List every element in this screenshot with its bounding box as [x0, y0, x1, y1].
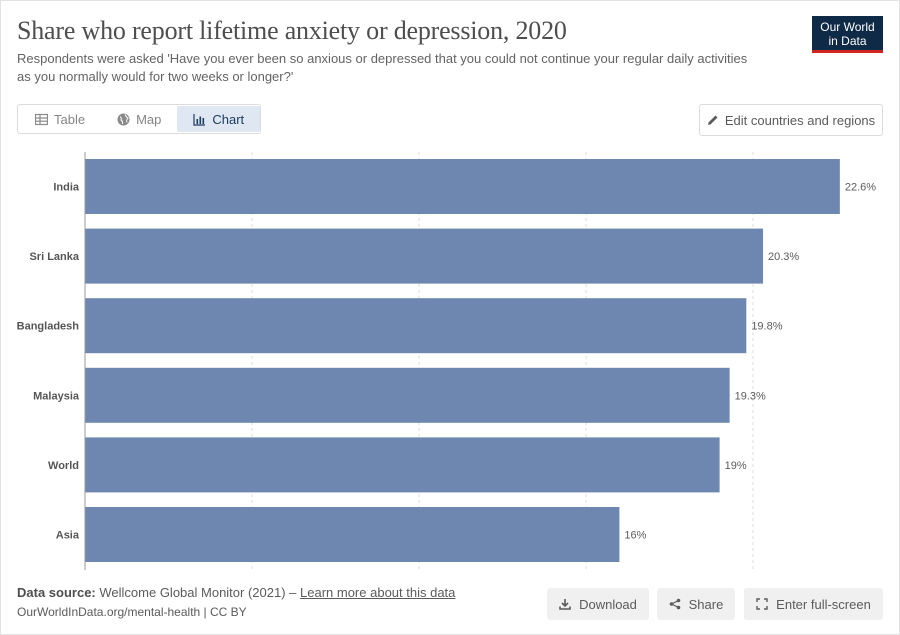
expand-icon: [756, 598, 768, 610]
chart-icon: [193, 113, 206, 126]
tab-chart[interactable]: Chart: [177, 106, 261, 132]
logo-line-1: Our World: [820, 20, 875, 34]
source-text: Wellcome Global Monitor (2021) –: [99, 585, 297, 600]
fullscreen-label: Enter full-screen: [776, 596, 871, 612]
learn-more-link[interactable]: Learn more about this data: [300, 585, 456, 600]
value-label: 22.6%: [845, 182, 876, 194]
fullscreen-button[interactable]: Enter full-screen: [744, 588, 883, 620]
category-label: Malaysia: [33, 390, 80, 402]
bar-india[interactable]: [85, 159, 840, 214]
category-label: India: [53, 182, 80, 194]
share-label: Share: [688, 596, 724, 612]
download-button[interactable]: Download: [547, 588, 649, 620]
value-label: 19.3%: [735, 390, 766, 402]
category-label: Sri Lanka: [29, 251, 79, 263]
share-button[interactable]: Share: [657, 588, 735, 620]
value-label: 20.3%: [768, 251, 799, 263]
tab-map[interactable]: Map: [101, 106, 177, 132]
chart-title: Share who report lifetime anxiety or dep…: [17, 16, 567, 45]
logo-line-2: in Data: [828, 34, 867, 48]
value-label: 19.8%: [751, 321, 782, 333]
download-icon: [559, 599, 571, 610]
source-note: Data source: Wellcome Global Monitor (20…: [17, 585, 455, 600]
tab-map-label: Map: [136, 111, 162, 127]
bar-bangladesh[interactable]: [85, 298, 747, 354]
bar-chart: India 22.6% Sri Lanka 20.3% Bangladesh 19.8% M…: [17, 152, 876, 570]
view-tabs: Table Map Chart: [17, 104, 261, 134]
bar-sri-lanka[interactable]: [85, 228, 764, 284]
source-label: Data source:: [17, 585, 96, 600]
category-label: Asia: [56, 530, 80, 542]
value-label: 19%: [725, 460, 747, 472]
edit-countries-button[interactable]: Edit countries and regions: [699, 104, 883, 136]
table-icon: [35, 113, 48, 125]
bar-asia[interactable]: [85, 507, 620, 562]
download-label: Download: [579, 596, 637, 612]
chart-subtitle: Respondents were asked 'Have you ever be…: [17, 51, 748, 84]
tab-table[interactable]: Table: [19, 106, 101, 132]
source-url: OurWorldInData.org/mental-health | CC BY: [17, 605, 247, 619]
tab-table-label: Table: [54, 111, 86, 127]
tab-chart-label: Chart: [212, 111, 245, 127]
bar-malaysia[interactable]: [85, 367, 730, 423]
share-icon: [669, 598, 680, 610]
edit-countries-label: Edit countries and regions: [724, 112, 876, 128]
value-label: 16%: [624, 530, 646, 542]
owid-logo[interactable]: Our World in Data: [812, 16, 883, 53]
category-label: Bangladesh: [17, 321, 80, 333]
pencil-icon: [707, 115, 718, 125]
category-label: World: [48, 460, 79, 472]
bar-world[interactable]: [85, 437, 720, 493]
globe-icon: [117, 113, 130, 125]
